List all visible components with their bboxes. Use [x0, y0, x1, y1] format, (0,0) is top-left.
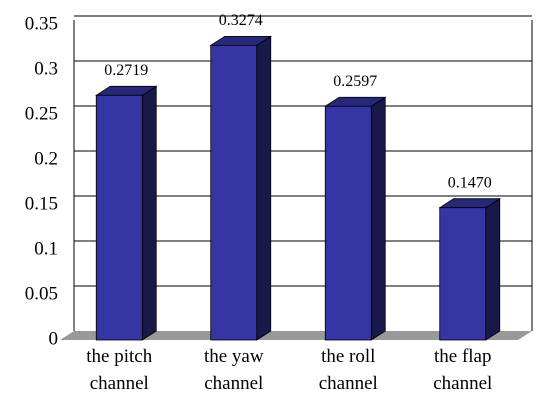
y-tick-label: 0: [49, 328, 59, 349]
bar: [94, 85, 158, 341]
x-tick-label: the roll channel: [319, 346, 378, 394]
y-tick-label: 0.2: [34, 148, 58, 169]
bar-front: [210, 44, 258, 341]
bar-side: [141, 85, 157, 341]
bar-side: [256, 35, 272, 341]
value-label: 0.3274: [219, 12, 263, 29]
x-tick-label: the pitch channel: [86, 346, 152, 394]
bar-front: [324, 105, 372, 341]
y-tick-label: 0.15: [25, 193, 58, 214]
x-tick-label: the flap channel: [433, 346, 492, 394]
y-tick-label: 0.35: [25, 13, 58, 34]
bar-front: [95, 94, 143, 341]
y-tick-label: 0.3: [34, 58, 58, 79]
bar: [438, 197, 502, 341]
floor: [60, 331, 532, 340]
value-label: 0.2719: [104, 62, 148, 79]
value-label: 0.2597: [333, 73, 377, 90]
bar-side: [370, 96, 386, 341]
bar: [323, 96, 387, 341]
bar-front: [439, 207, 487, 341]
bar-side: [485, 197, 501, 341]
y-tick-label: 0.1: [34, 238, 58, 259]
y-tick-label: 0.25: [25, 103, 58, 124]
bar: [209, 35, 273, 341]
x-tick-label: the yaw channel: [204, 346, 264, 394]
y-tick-label: 0.05: [25, 283, 58, 304]
value-label: 0.1470: [448, 174, 492, 191]
